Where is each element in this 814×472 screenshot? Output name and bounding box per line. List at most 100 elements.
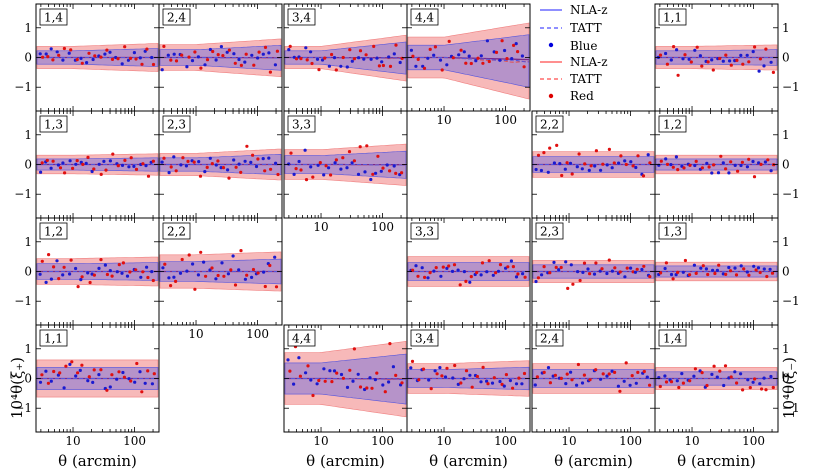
x-tick-label: 10 [313,434,328,448]
blue-data-point [474,59,478,63]
red-data-point [672,45,676,49]
red-data-point [383,390,387,394]
blue-data-point [127,165,131,169]
blue-data-point [581,270,585,274]
red-data-point [334,68,338,72]
panel-label-box [535,222,564,240]
blue-data-point [49,379,53,383]
x-tick-label: 100 [371,434,394,448]
panel-plot-area [159,148,282,181]
red-data-point [712,364,716,368]
blue-data-point [309,378,313,382]
red-data-point [239,249,243,253]
red-data-point [145,47,149,51]
blue-data-point [350,59,354,63]
red-data-point [192,160,196,164]
blue-data-point [345,385,350,389]
blue-data-point [663,374,667,378]
blue-data-point [733,163,737,167]
red-data-point [268,70,272,74]
blue-data-point [451,376,455,380]
red-data-point [522,65,526,69]
blue-data-point [443,375,448,379]
red-data-point [641,174,646,178]
red-data-point [46,381,51,385]
blue-data-point [705,161,709,165]
blue-data-point [332,369,337,373]
red-data-point [522,371,527,376]
blue-data-point [605,374,609,378]
red-data-point [718,369,722,373]
red-data-point [330,380,334,384]
blue-data-point [103,52,107,56]
red-data-point [257,50,261,54]
y-tick-label: 0 [24,51,32,65]
red-data-point [58,371,62,375]
red-data-point [517,376,521,380]
red-data-point [459,381,463,385]
blue-data-point [593,164,597,168]
blue-data-point [38,272,42,276]
red-data-point [459,48,463,52]
red-data-point [548,146,552,150]
blue-data-point [669,163,673,167]
blue-data-point [356,172,361,176]
red-data-point [123,45,127,49]
panel-plot-area [36,359,159,398]
red-data-point [583,162,587,166]
red-data-point [193,50,197,54]
red-data-point [416,274,420,278]
blue-data-point [120,163,125,167]
red-data-point [676,270,680,274]
panel-0-0: −1 0 1 1,4 [14,3,160,112]
red-data-point [613,266,617,270]
red-data-point [169,58,173,62]
red-data-point [729,375,733,379]
red-data-point [134,167,139,171]
x-tick-label: 10 [313,220,328,234]
red-data-point [475,374,479,379]
blue-data-point [315,57,320,61]
red-data-point [582,373,587,377]
x-tick-label: 100 [123,434,146,448]
blue-data-point [132,51,136,55]
red-data-point [624,361,628,365]
red-data-point [146,369,150,373]
red-data-point [469,275,473,279]
blue-data-point [91,380,95,384]
red-data-point [46,55,50,59]
legend-label-red-nla: NLA-z [570,55,608,69]
blue-data-point [375,56,379,60]
blue-data-point [414,64,418,68]
red-data-point [458,283,462,287]
blue-data-point [190,59,195,63]
blue-data-point [166,53,170,57]
blue-data-point [304,371,308,375]
panel-plot-area [407,256,530,287]
blue-data-point [564,260,568,264]
blue-data-point [150,382,154,386]
panel-label-box [535,115,564,133]
blue-data-point [669,272,674,277]
red-data-point [151,278,155,283]
blue-tatt-line [160,56,281,59]
red-data-point [256,271,260,275]
blue-data-point [628,383,632,387]
blue-data-point [721,59,725,63]
blue-data-point [145,265,149,269]
blue-data-point [409,366,413,370]
red-data-point [41,55,45,59]
red-data-point [664,261,669,265]
blue-data-point [74,266,78,271]
x-tick-label: 10 [684,434,699,448]
red-data-point [365,386,369,390]
red-data-point [52,369,56,374]
blue-data-point [68,362,72,366]
red-data-point [288,369,292,373]
y-tick-label: −1 [782,187,800,201]
blue-data-point [569,263,573,267]
red-data-point [121,261,125,265]
blue-data-point [715,375,719,379]
red-data-point [110,373,114,377]
red-data-point [110,57,115,62]
